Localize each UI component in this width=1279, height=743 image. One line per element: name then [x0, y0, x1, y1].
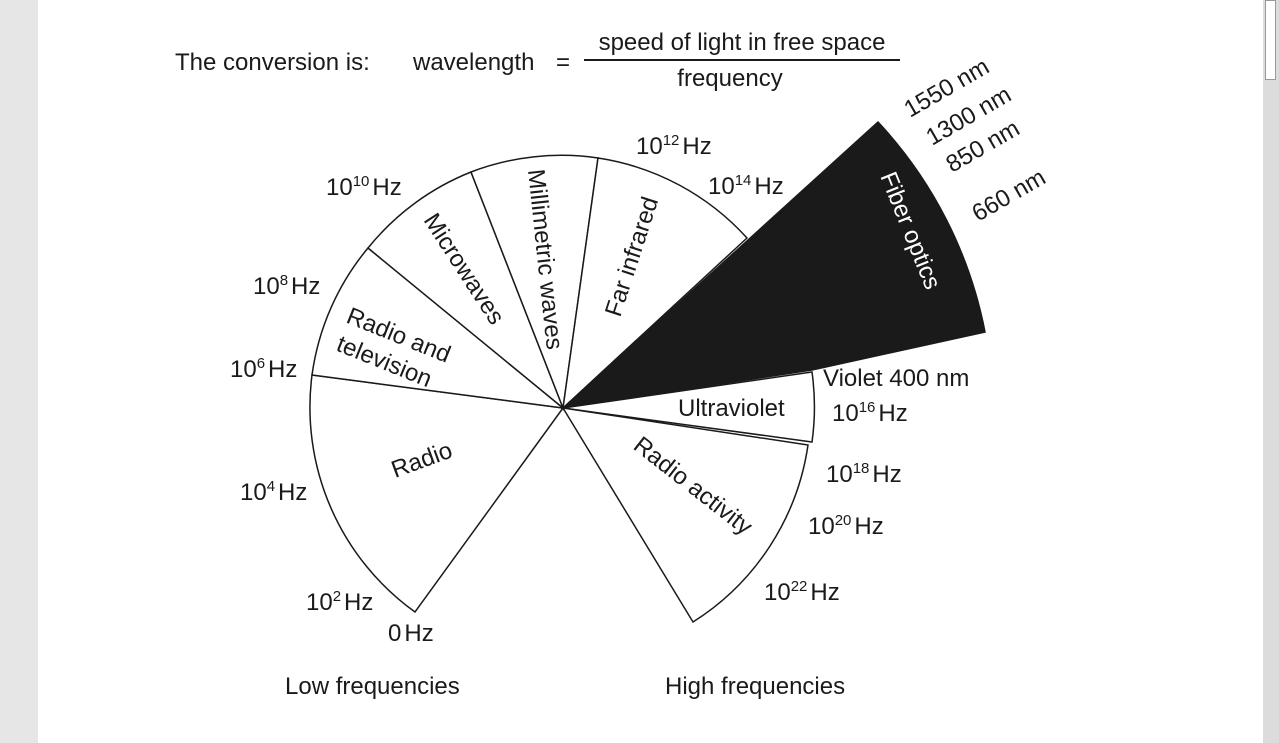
scrollbar-thumb[interactable] [1265, 0, 1276, 80]
frequency-label: 1014 Hz [708, 172, 784, 200]
sector-radio-tv [311, 246, 566, 410]
frequency-base: 10 [326, 174, 353, 201]
frequency-base: 10 [764, 579, 791, 606]
frequency-base: 0 [388, 620, 401, 647]
frequency-label: 108 Hz [253, 272, 320, 300]
frequency-unit: Hz [291, 273, 320, 300]
frequency-exponent: 4 [267, 478, 275, 495]
frequency-label: 104 Hz [240, 478, 307, 506]
frequency-exponent: 20 [835, 512, 852, 529]
frequency-base: 10 [230, 356, 257, 383]
wavelength-violet: Violet 400 nm [823, 365, 969, 392]
formula-numerator: speed of light in free space [599, 29, 886, 56]
frequency-base: 10 [240, 479, 267, 506]
sector-millimetric [470, 154, 599, 411]
frequency-unit: Hz [878, 400, 907, 427]
frequency-unit: Hz [404, 620, 433, 647]
frequency-base: 10 [832, 400, 859, 427]
sector-radio-activity [561, 407, 809, 624]
frequency-exponent: 12 [663, 132, 680, 149]
low-frequencies-label: Low frequencies [285, 673, 460, 700]
frequency-unit: Hz [810, 579, 839, 606]
frequency-unit: Hz [854, 513, 883, 540]
frequency-label: 1012 Hz [636, 132, 712, 160]
frequency-exponent: 18 [853, 460, 870, 477]
frequency-base: 10 [826, 461, 853, 488]
frequency-label: 1020 Hz [808, 512, 884, 540]
band-label-ultraviolet: Ultraviolet [678, 395, 785, 422]
frequency-exponent: 8 [280, 272, 288, 289]
formula-prefix: The conversion is: [175, 49, 370, 76]
sector-ultraviolet [562, 371, 816, 443]
frequency-base: 10 [636, 133, 663, 160]
frequency-exponent: 16 [859, 399, 876, 416]
wavelength-660: 660 nm [968, 164, 1051, 227]
frequency-label: 1022 Hz [764, 578, 840, 606]
frequency-exponent: 6 [257, 355, 265, 372]
frequency-unit: Hz [344, 589, 373, 616]
frequency-exponent: 2 [333, 588, 341, 605]
sector-fiber-optics [560, 120, 986, 410]
frequency-label: 1010 Hz [326, 173, 402, 201]
vertical-scrollbar[interactable] [1263, 0, 1279, 743]
frequency-label: 102 Hz [306, 588, 373, 616]
frequency-unit: Hz [268, 356, 297, 383]
frequency-label: 106 Hz [230, 355, 297, 383]
frequency-unit: Hz [372, 174, 401, 201]
frequency-label: 1016 Hz [832, 399, 908, 427]
sector-far-infrared [561, 157, 749, 410]
formula-lhs: wavelength [412, 49, 534, 76]
frequency-unit: Hz [278, 479, 307, 506]
frequency-base: 10 [306, 589, 333, 616]
frequency-label: 0 Hz [388, 620, 434, 647]
frequency-unit: Hz [754, 173, 783, 200]
frequency-base: 10 [808, 513, 835, 540]
frequency-unit: Hz [682, 133, 711, 160]
frequency-base: 10 [708, 173, 735, 200]
frequency-base: 10 [253, 273, 280, 300]
frequency-exponent: 10 [353, 173, 370, 190]
formula-denominator: frequency [677, 65, 782, 92]
sector-radio [309, 374, 565, 614]
sector-microwaves [366, 171, 565, 411]
frequency-label: 1018 Hz [826, 460, 902, 488]
high-frequencies-label: High frequencies [665, 673, 845, 700]
formula-equals: = [556, 49, 570, 76]
frequency-exponent: 14 [735, 172, 752, 189]
frequency-unit: Hz [872, 461, 901, 488]
frequency-exponent: 22 [791, 578, 808, 595]
